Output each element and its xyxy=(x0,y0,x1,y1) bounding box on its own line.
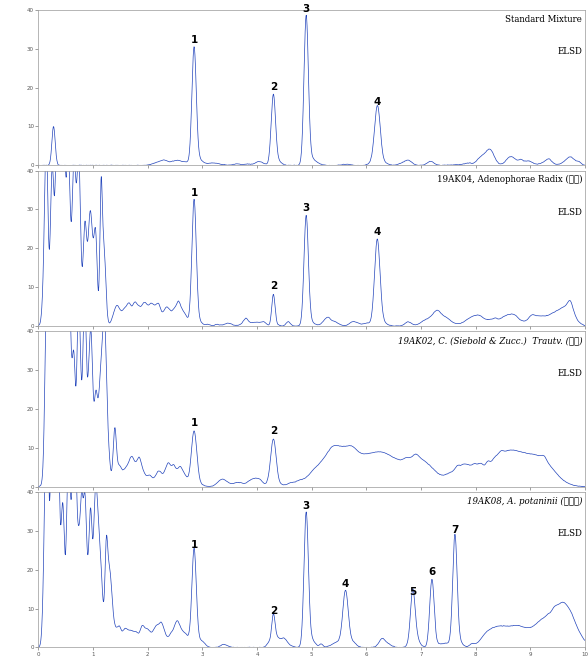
Text: ELSD: ELSD xyxy=(557,529,582,539)
Text: 2: 2 xyxy=(270,606,277,616)
Text: ELSD: ELSD xyxy=(557,369,582,378)
Text: 4: 4 xyxy=(342,579,349,589)
Text: 1: 1 xyxy=(191,35,198,45)
Text: 5: 5 xyxy=(409,587,416,597)
Text: 2: 2 xyxy=(270,426,277,436)
Text: 4: 4 xyxy=(373,226,381,236)
Text: 2: 2 xyxy=(270,281,277,291)
Text: 2: 2 xyxy=(270,82,277,92)
Text: ELSD: ELSD xyxy=(557,208,582,217)
Text: 7: 7 xyxy=(451,525,459,535)
Text: 3: 3 xyxy=(303,501,310,511)
Text: 19AK08, A. potaninii (포사삼): 19AK08, A. potaninii (포사삼) xyxy=(467,497,582,506)
Text: 6: 6 xyxy=(428,568,436,578)
Text: 1: 1 xyxy=(191,188,198,198)
Text: 1: 1 xyxy=(191,418,198,428)
Text: 4: 4 xyxy=(373,97,381,107)
Text: 1: 1 xyxy=(191,540,198,550)
Text: Standard Mixture: Standard Mixture xyxy=(506,15,582,24)
Text: 3: 3 xyxy=(303,203,310,213)
Text: 19AK04, Adenophorae Radix (사삼): 19AK04, Adenophorae Radix (사삼) xyxy=(437,175,582,185)
Text: 3: 3 xyxy=(303,4,310,14)
Text: ELSD: ELSD xyxy=(557,47,582,56)
Text: 19AK02, C. (Siebold & Zucc.)  Trautv. (더덕): 19AK02, C. (Siebold & Zucc.) Trautv. (더덕… xyxy=(397,336,582,345)
